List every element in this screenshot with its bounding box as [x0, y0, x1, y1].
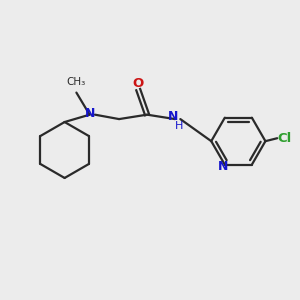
Text: Cl: Cl [278, 132, 292, 145]
Text: N: N [168, 110, 179, 123]
Text: CH₃: CH₃ [67, 77, 86, 87]
Text: O: O [133, 77, 144, 90]
Text: H: H [175, 121, 184, 130]
Text: N: N [85, 107, 95, 120]
Text: N: N [218, 160, 229, 173]
